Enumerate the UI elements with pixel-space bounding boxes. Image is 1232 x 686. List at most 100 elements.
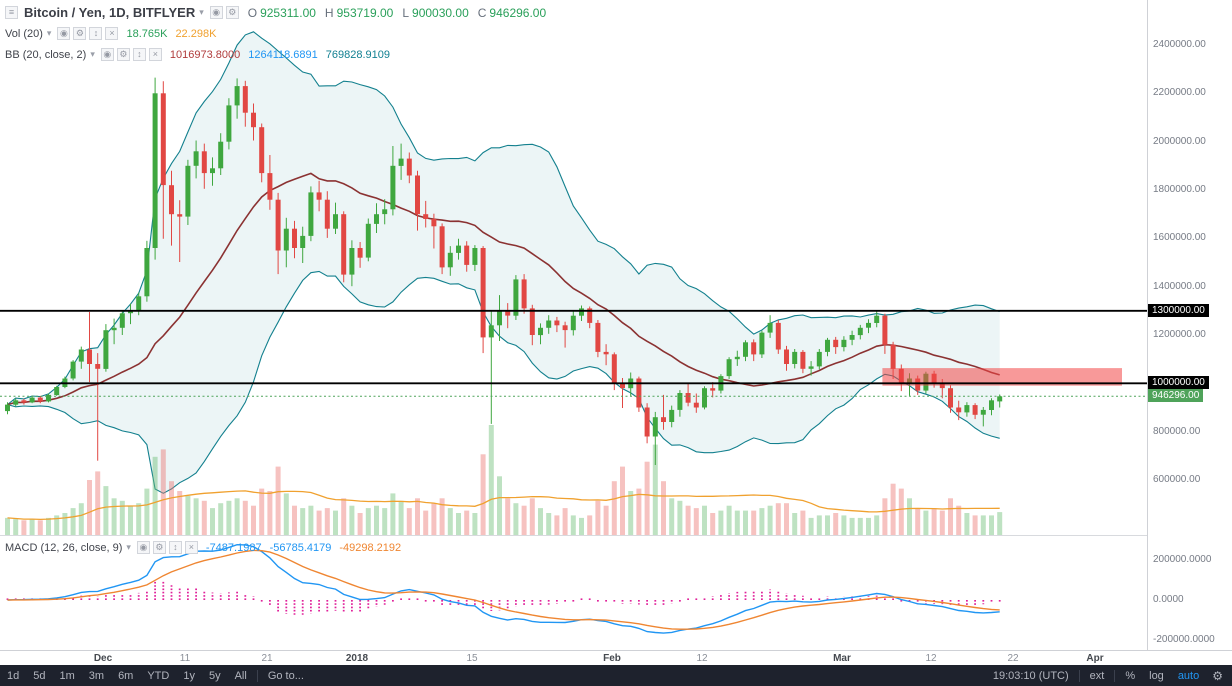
macd-axis-label: -200000.0000 bbox=[1153, 634, 1215, 645]
open-value: 925311.00 bbox=[260, 5, 316, 20]
toolbar-right: 19:03:10 (UTC) ext % log auto ⚙ bbox=[986, 669, 1232, 683]
close-value: 946296.00 bbox=[489, 5, 547, 20]
range-5d[interactable]: 5d bbox=[33, 669, 46, 682]
move-icon[interactable]: ↕ bbox=[132, 48, 146, 61]
price-axis-label: 2000000.00 bbox=[1153, 135, 1206, 147]
bollinger-lower bbox=[7, 270, 1000, 494]
low-label: L bbox=[402, 5, 410, 20]
move-icon[interactable]: ↕ bbox=[168, 541, 182, 554]
chevron-down-icon[interactable]: ▾ bbox=[199, 7, 204, 17]
open-label: O bbox=[247, 5, 258, 20]
layout-menu-icon[interactable]: ≡ bbox=[5, 6, 18, 19]
range-5y[interactable]: 5y bbox=[208, 669, 221, 682]
time-axis[interactable]: Dec 11 21 2018 15 Feb 12 Mar 12 22 Apr bbox=[0, 650, 1147, 665]
high-label: H bbox=[324, 5, 334, 20]
time-axis-label: Apr bbox=[1086, 653, 1104, 664]
toolbar-divider bbox=[256, 669, 258, 682]
volume-ma-value: 22.298K bbox=[175, 27, 217, 40]
volume-ma-line bbox=[7, 490, 1000, 521]
eye-icon[interactable]: ◉ bbox=[136, 541, 150, 554]
axis-corner bbox=[1147, 650, 1232, 665]
time-axis-label: 11 bbox=[179, 653, 191, 664]
macd-indicator-label[interactable]: MACD (12, 26, close, 9) bbox=[5, 541, 123, 554]
close-icon[interactable]: × bbox=[105, 27, 119, 40]
time-axis-label: 15 bbox=[466, 653, 478, 664]
range-1y[interactable]: 1y bbox=[183, 669, 195, 682]
range-3m[interactable]: 3m bbox=[88, 669, 105, 682]
ext-toggle[interactable]: ext bbox=[1089, 669, 1105, 682]
main-chart[interactable] bbox=[0, 0, 1147, 650]
time-axis-label: 21 bbox=[261, 653, 273, 664]
macd-hist-value: -7487.1987 bbox=[205, 541, 262, 554]
goto-button[interactable]: Go to... bbox=[267, 669, 304, 682]
time-axis-label: Mar bbox=[833, 653, 851, 664]
close-icon[interactable]: × bbox=[148, 48, 162, 61]
bollinger-fill bbox=[7, 31, 1000, 494]
time-axis-label: Dec bbox=[93, 653, 113, 664]
gear-icon[interactable]: ⚙ bbox=[116, 48, 130, 61]
bb-basis-value: 1016973.8000 bbox=[169, 48, 241, 61]
price-axis-label: 1600000.00 bbox=[1153, 232, 1206, 244]
range-6m[interactable]: 6m bbox=[118, 669, 134, 682]
eye-icon[interactable]: ◉ bbox=[57, 27, 71, 40]
level-price-badge: 1300000.00 bbox=[1148, 303, 1209, 317]
chevron-down-icon[interactable]: ▾ bbox=[46, 28, 52, 38]
clock-display[interactable]: 19:03:10 (UTC) bbox=[992, 669, 1069, 682]
macd-axis-label: 0.0000 bbox=[1153, 594, 1184, 605]
macd-line bbox=[7, 543, 1000, 634]
price-axis-label: 800000.00 bbox=[1153, 425, 1201, 437]
gear-icon[interactable]: ⚙ bbox=[225, 6, 239, 19]
time-axis-label: 12 bbox=[696, 653, 708, 664]
toolbar-divider bbox=[1078, 669, 1080, 682]
chevron-down-icon[interactable]: ▾ bbox=[126, 542, 131, 552]
chevron-down-icon[interactable]: ▾ bbox=[90, 49, 95, 59]
gear-icon[interactable]: ⚙ bbox=[152, 541, 166, 554]
close-icon[interactable]: × bbox=[184, 541, 198, 554]
bb-indicator-label[interactable]: BB (20, close, 2) bbox=[5, 48, 87, 61]
price-axis[interactable]: 2400000.00 2200000.00 2000000.00 1800000.00… bbox=[1147, 0, 1232, 650]
volume-legend-row: Vol (20) ▾ ◉ ⚙ ↕ × 18.765K 22.298K bbox=[5, 26, 555, 41]
price-axis-label: 2200000.00 bbox=[1153, 87, 1206, 99]
eye-icon[interactable]: ◉ bbox=[209, 6, 223, 19]
price-pane bbox=[0, 31, 1147, 535]
settings-gear-icon[interactable]: ⚙ bbox=[1212, 668, 1223, 683]
chart-svg[interactable] bbox=[0, 0, 1147, 650]
gear-icon[interactable]: ⚙ bbox=[73, 27, 87, 40]
toolbar-divider bbox=[1114, 669, 1116, 682]
macd-pane bbox=[6, 543, 1001, 634]
bottom-toolbar: 1d 5d 1m 3m 6m YTD 1y 5y All Go to... 19:03:10 (U… bbox=[0, 665, 1232, 686]
level-price-badge: 1000000.00 bbox=[1148, 376, 1209, 390]
macd-legend: MACD (12, 26, close, 9) ▾ ◉ ⚙ ↕ × -7487.… bbox=[5, 540, 409, 561]
macd-signal-value: -49298.2192 bbox=[339, 541, 402, 554]
move-icon[interactable]: ↕ bbox=[89, 27, 103, 40]
bollinger-basis bbox=[7, 172, 1000, 406]
price-axis-label: 1400000.00 bbox=[1153, 280, 1206, 292]
volume-value: 18.765K bbox=[126, 27, 168, 40]
price-axis-label: 1200000.00 bbox=[1153, 329, 1206, 340]
auto-toggle[interactable]: auto bbox=[1177, 669, 1200, 682]
log-toggle[interactable]: log bbox=[1149, 669, 1164, 682]
range-all[interactable]: All bbox=[234, 669, 247, 682]
macd-line-value: -56785.4179 bbox=[269, 541, 332, 554]
bollinger-upper bbox=[7, 31, 1000, 406]
low-value: 900030.00 bbox=[412, 5, 469, 20]
symbol-title[interactable]: Bitcoin / Yen, 1D, BITFLYER bbox=[24, 5, 196, 20]
resistance-zone bbox=[882, 368, 1122, 386]
eye-icon[interactable]: ◉ bbox=[100, 48, 114, 61]
price-axis-label: 600000.00 bbox=[1153, 474, 1201, 485]
macd-axis-label: 200000.0000 bbox=[1153, 554, 1212, 565]
close-label: C bbox=[477, 5, 487, 20]
percent-toggle[interactable]: % bbox=[1125, 669, 1136, 682]
high-value: 953719.00 bbox=[336, 5, 394, 20]
macd-signal-line bbox=[7, 549, 1000, 630]
bb-lower-value: 769828.9109 bbox=[325, 48, 390, 61]
range-1d[interactable]: 1d bbox=[7, 669, 20, 682]
range-ytd[interactable]: YTD bbox=[147, 669, 170, 682]
price-axis-label: 2400000.00 bbox=[1153, 39, 1206, 50]
time-axis-label: Feb bbox=[603, 653, 621, 664]
range-1m[interactable]: 1m bbox=[59, 669, 75, 682]
toolbar-left: 1d 5d 1m 3m 6m YTD 1y 5y All Go to... bbox=[0, 669, 311, 682]
series-legend-row: ≡ Bitcoin / Yen, 1D, BITFLYER ▾ ◉ ⚙ O 92… bbox=[5, 5, 555, 20]
volume-indicator-label[interactable]: Vol (20) bbox=[5, 27, 43, 40]
